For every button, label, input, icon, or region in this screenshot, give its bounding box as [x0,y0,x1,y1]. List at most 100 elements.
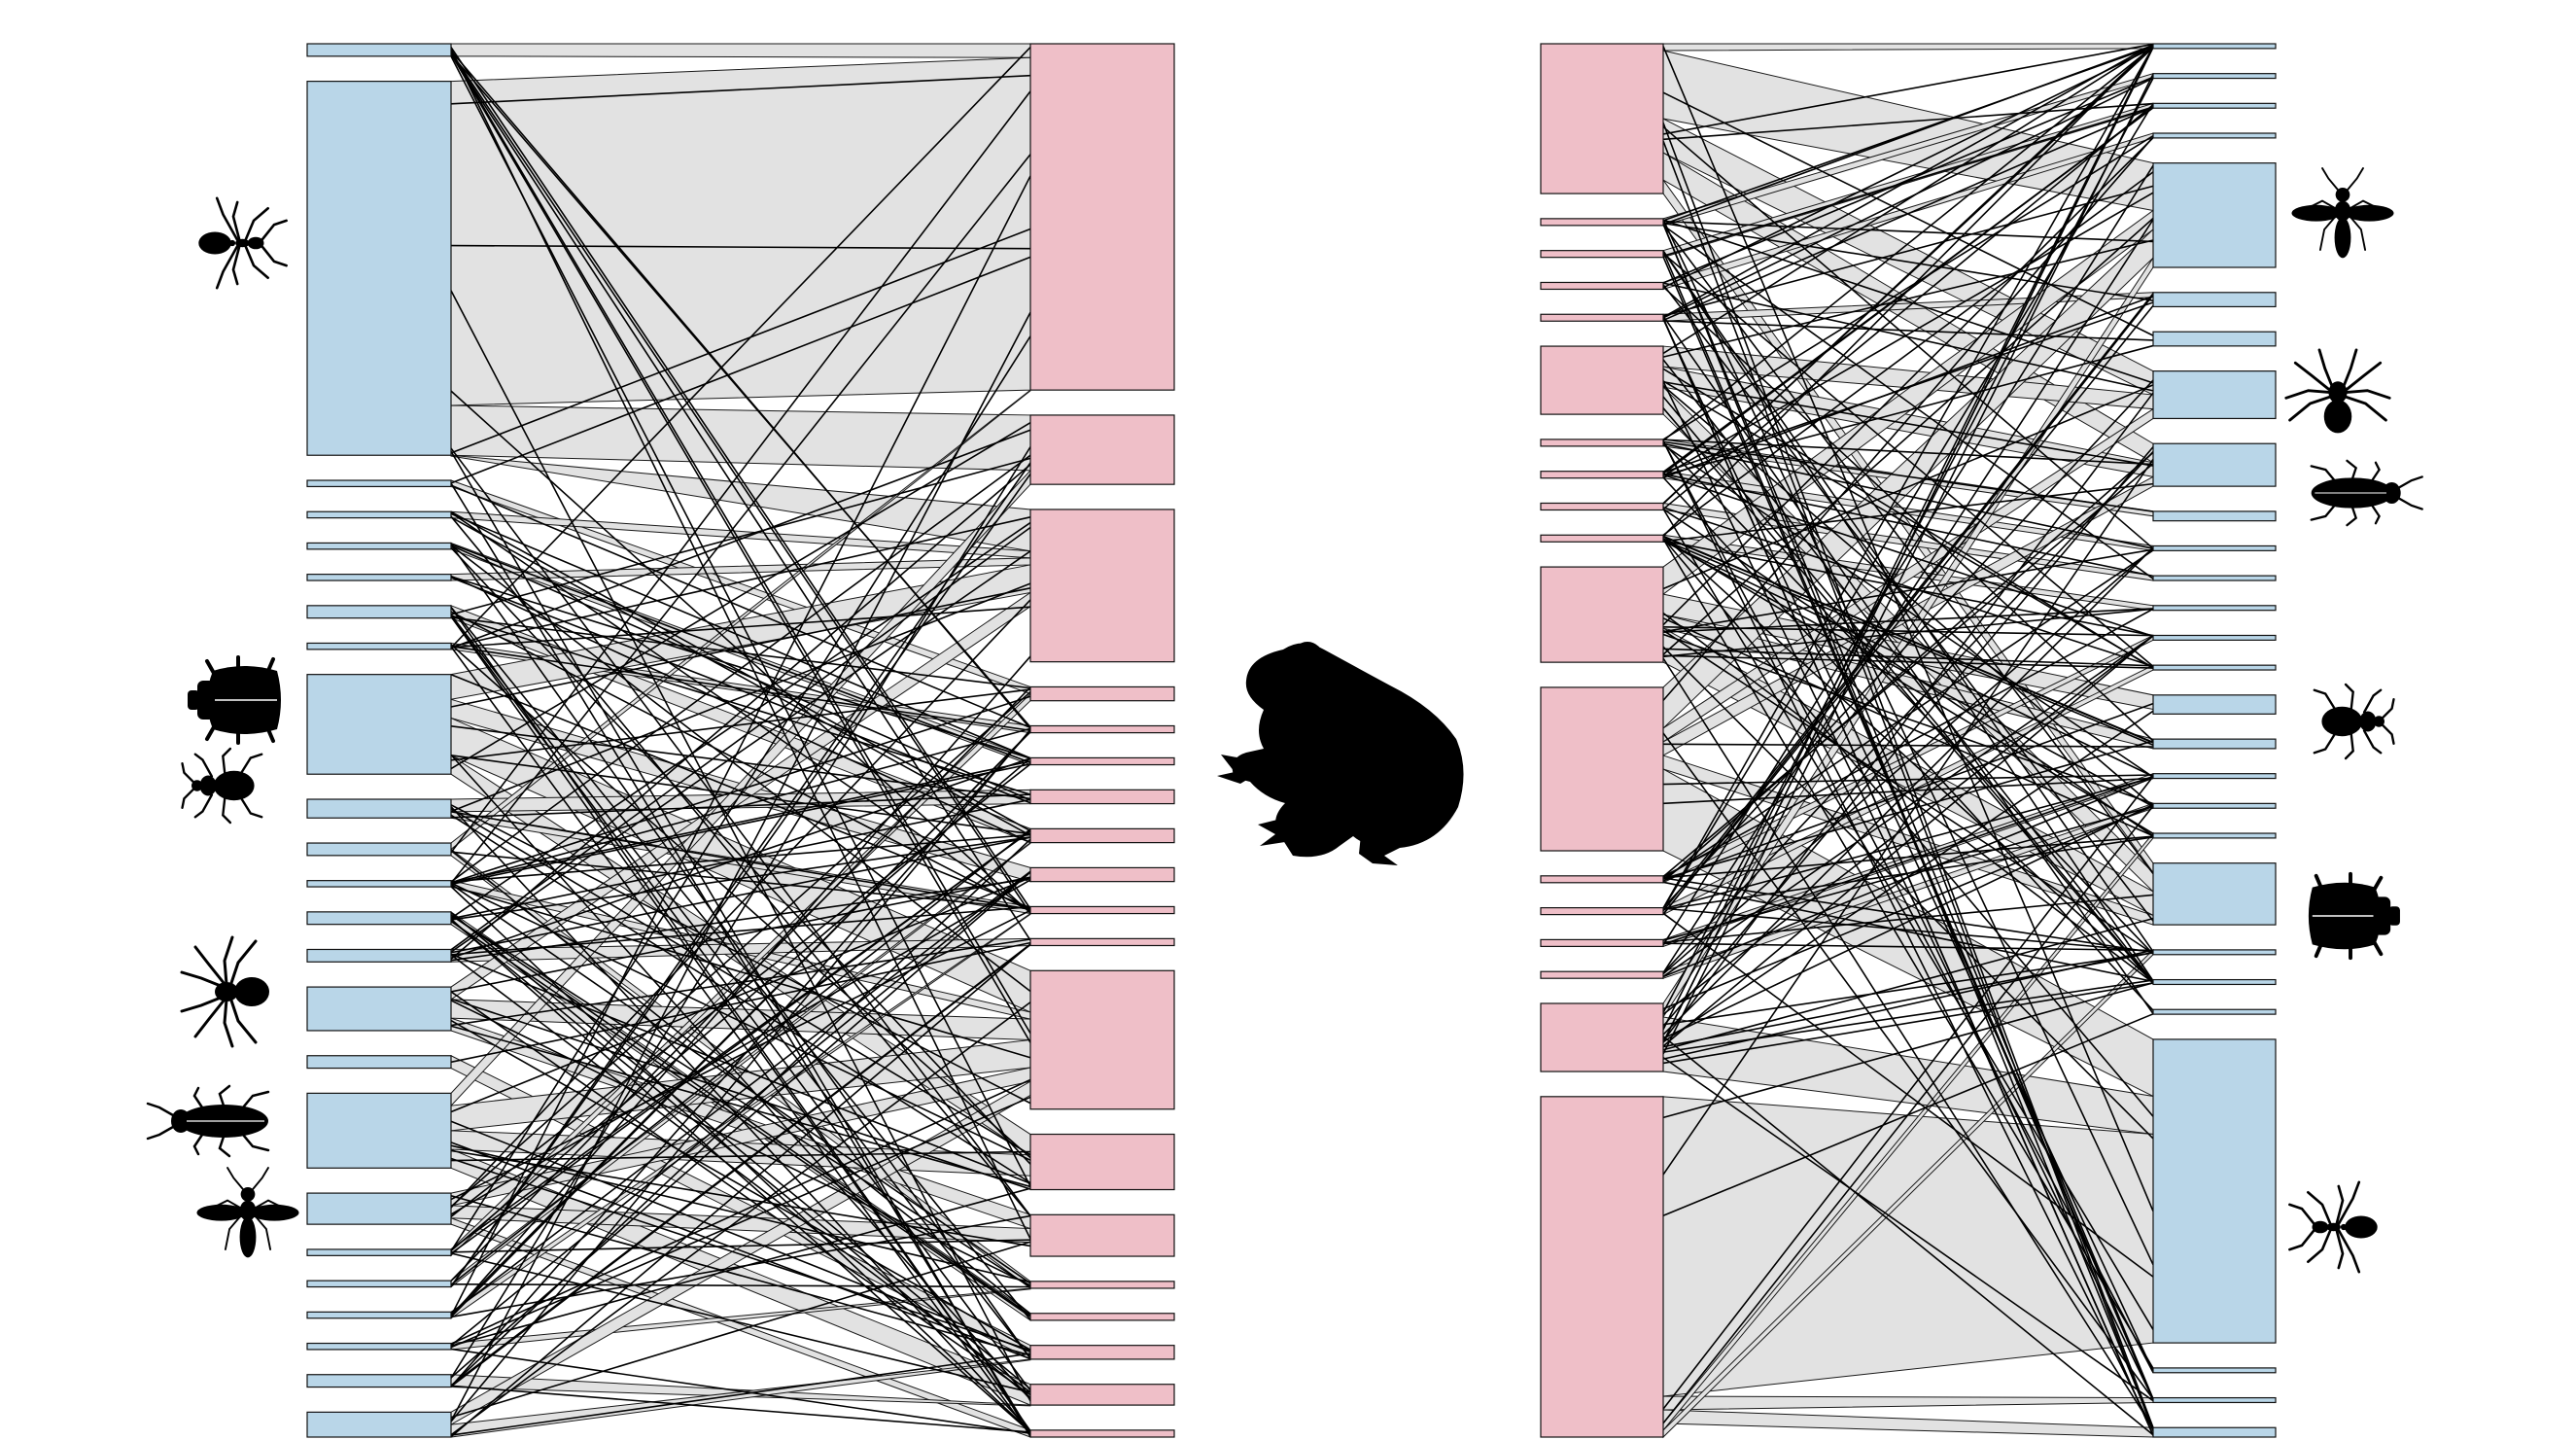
link-line [450,851,1031,910]
frog-node [1029,43,1175,391]
prey-node [2152,1367,2277,1374]
prey-node [306,1311,452,1319]
link-line [450,446,1031,1379]
frog-node [1029,724,1175,734]
link-line [1662,44,2154,355]
link-line [450,606,1031,1320]
link-line [450,615,1031,1391]
link-line [1662,538,2154,1369]
link-line [1662,106,2154,322]
link-line [1662,239,2154,358]
frog-node [1540,686,1664,852]
link-line [450,729,1031,1387]
link-line [450,885,1031,1059]
prey-node [306,674,452,775]
link-line [1662,137,2154,626]
frog-node [1540,471,1664,479]
frog-node [1029,937,1175,947]
prey-node [2152,862,2277,926]
link-line [450,335,1031,1252]
link-line [1662,77,2154,319]
link-line [450,52,1031,1035]
prey-node [2152,510,2277,522]
link-line [1662,392,2154,1042]
frog-node [1029,969,1175,1110]
link-line [1662,732,2154,1400]
frog-node [1029,866,1175,883]
link-line [1662,646,2154,1140]
prey-node [306,911,452,926]
prey-node [306,1192,452,1225]
link-line [1662,368,2154,670]
link-line [1662,443,2154,778]
prey-node [2152,605,2277,612]
link-line [1662,73,2154,1055]
frog-node [1029,1345,1175,1360]
link-line [450,727,1031,885]
prey-node [306,1342,452,1351]
frog-node [1029,1313,1175,1321]
link-line [1662,805,2154,1424]
link-line [1662,102,2154,141]
link-line [450,1149,1031,1247]
prey-node [2152,773,2277,780]
link-line [450,462,1031,1287]
prey-node [306,1280,452,1288]
prey-node [2152,43,2277,50]
link-line [1662,482,2154,543]
prey-node [2152,132,2277,139]
link-line [1662,949,2154,1060]
link-line [450,814,1031,1184]
link-line [450,544,1031,801]
link-line [450,1282,1031,1288]
link-line [1662,507,2154,668]
link-line [1662,43,2154,318]
link-line [450,991,1031,1396]
frog-node [1029,509,1175,663]
link-line [1662,44,2154,537]
right-bipartite-network [1540,43,2277,1439]
link-line [450,484,1031,729]
link-line [450,1120,1031,1353]
link-line [1662,253,2154,668]
link-line [1662,250,2154,982]
link-line [1662,219,2154,384]
link-line [1662,286,2154,742]
frog-node [1540,1096,1664,1438]
link-line [450,870,1031,1315]
link-line [450,829,1031,1254]
link-line [1662,635,2154,1047]
prey-node [2152,634,2277,641]
link-line [450,582,1031,813]
left-nodes [306,43,1175,1438]
prey-node [2152,738,2277,750]
frog-node [1540,345,1664,415]
frog-node [1029,827,1175,844]
right-links [1662,43,2154,1439]
link-line [1662,474,2154,638]
link-line [450,798,1031,920]
prey-node [306,574,452,581]
link-band [450,56,1031,406]
link-line [450,454,1031,883]
prey-node [2152,1008,2277,1015]
link-line [1662,540,2154,778]
link-line [1662,538,2154,1117]
link-line [1662,657,2154,1429]
link-line [1662,907,2154,953]
link-line [1662,982,2154,1065]
link-line [450,244,1031,250]
prey-node [2152,102,2277,109]
link-line [450,154,1031,884]
link-line [450,521,1031,919]
link-line [450,1096,1031,1349]
link-line [450,943,1031,1387]
link-line [1662,617,2154,837]
link-line [1662,442,2154,549]
link-line [450,52,1031,914]
link-line [450,998,1031,1190]
link-line [1662,535,2154,983]
link-line [1662,171,2154,536]
link-line [450,53,1031,941]
